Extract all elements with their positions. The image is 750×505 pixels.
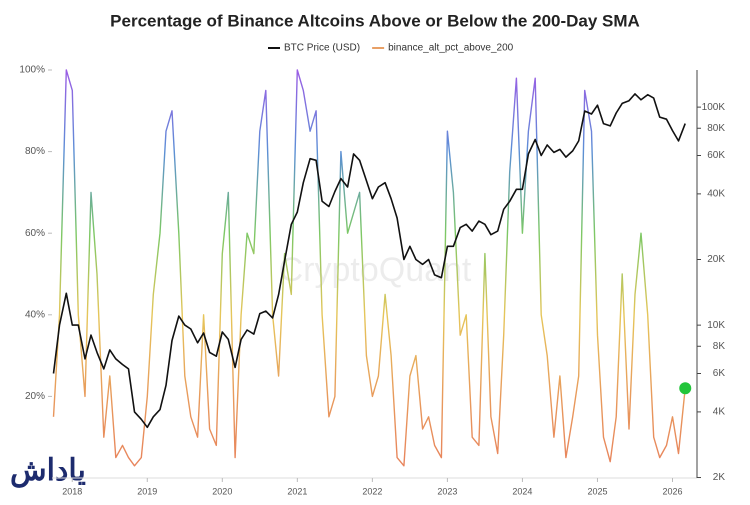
y2-tick-label: 6K [713, 368, 726, 379]
y2-tick-label: 40K [707, 189, 725, 200]
x-tick-label: 2020 [212, 486, 232, 496]
y2-tick-label: 100K [702, 102, 726, 113]
chart-title: Percentage of Binance Altcoins Above or … [110, 11, 640, 30]
y2-tick-label: 60K [707, 150, 725, 161]
legend-label: binance_alt_pct_above_200 [388, 43, 514, 54]
logo: یاداش [10, 454, 86, 488]
y2-tick-label: 10K [707, 320, 725, 331]
series-line [52, 69, 686, 467]
x-tick-label: 2023 [437, 486, 457, 496]
y2-tick-label: 2K [713, 472, 726, 483]
y-tick-label: 40% [25, 309, 45, 320]
x-tick-label: 2024 [512, 486, 532, 496]
legend-label: BTC Price (USD) [284, 43, 360, 54]
x-tick-label: 2018 [62, 486, 82, 496]
y-tick-label: 80% [25, 146, 45, 157]
y2-tick-label: 20K [707, 254, 725, 265]
x-tick-label: 2021 [287, 486, 307, 496]
y2-tick-label: 8K [713, 341, 726, 352]
y-tick-label: 60% [25, 228, 45, 239]
x-tick-label: 2022 [362, 486, 382, 496]
x-tick-label: 2019 [137, 486, 157, 496]
y-tick-label: 20% [25, 391, 45, 402]
watermark: CryptoQuant [279, 251, 472, 289]
y-tick-label: 100% [19, 65, 45, 76]
x-tick-label: 2025 [587, 486, 607, 496]
series-line [52, 93, 686, 429]
end-marker [679, 382, 692, 395]
y2-tick-label: 4K [713, 407, 726, 418]
y2-tick-label: 80K [707, 123, 725, 134]
x-tick-label: 2026 [662, 486, 682, 496]
